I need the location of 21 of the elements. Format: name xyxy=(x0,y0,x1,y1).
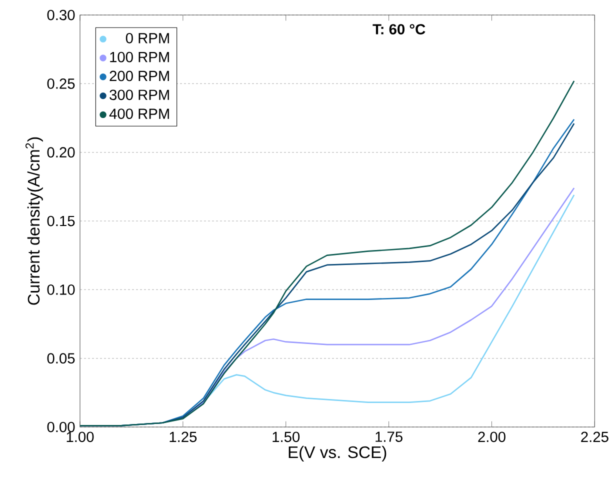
legend-label: 0 RPM xyxy=(126,32,169,44)
x-tick-label: 1.00 xyxy=(66,432,94,442)
x-tick-label: 1.75 xyxy=(376,432,402,442)
legend-label: 300 RPM xyxy=(110,90,169,100)
legend-label: 100 RPM xyxy=(110,52,169,62)
y-tick-label: 0.05 xyxy=(47,353,75,364)
x-tick-label: 2.25 xyxy=(581,432,608,442)
y-axis-title: Current density(A/cm$^{2}$) xyxy=(26,137,43,305)
y-tick-label: 0.20 xyxy=(47,147,75,158)
chart-title: T: 60 °C xyxy=(372,24,426,34)
legend-label: 200 RPM xyxy=(110,70,169,82)
y-tick-label: 0.30 xyxy=(47,10,75,20)
x-axis-title: E(V vs. SCE) xyxy=(288,446,386,462)
legend-label: 400 RPM xyxy=(109,108,169,119)
y-tick-label: 0.10 xyxy=(47,284,75,295)
y-tick-label: 0.25 xyxy=(47,78,75,89)
y-tick-label: 0.00 xyxy=(47,422,75,432)
y-tick-label: 0.15 xyxy=(47,216,75,226)
x-tick-label: 1.50 xyxy=(272,432,300,442)
x-tick-label: 2.00 xyxy=(478,432,506,442)
x-tick-label: 1.25 xyxy=(170,432,197,442)
